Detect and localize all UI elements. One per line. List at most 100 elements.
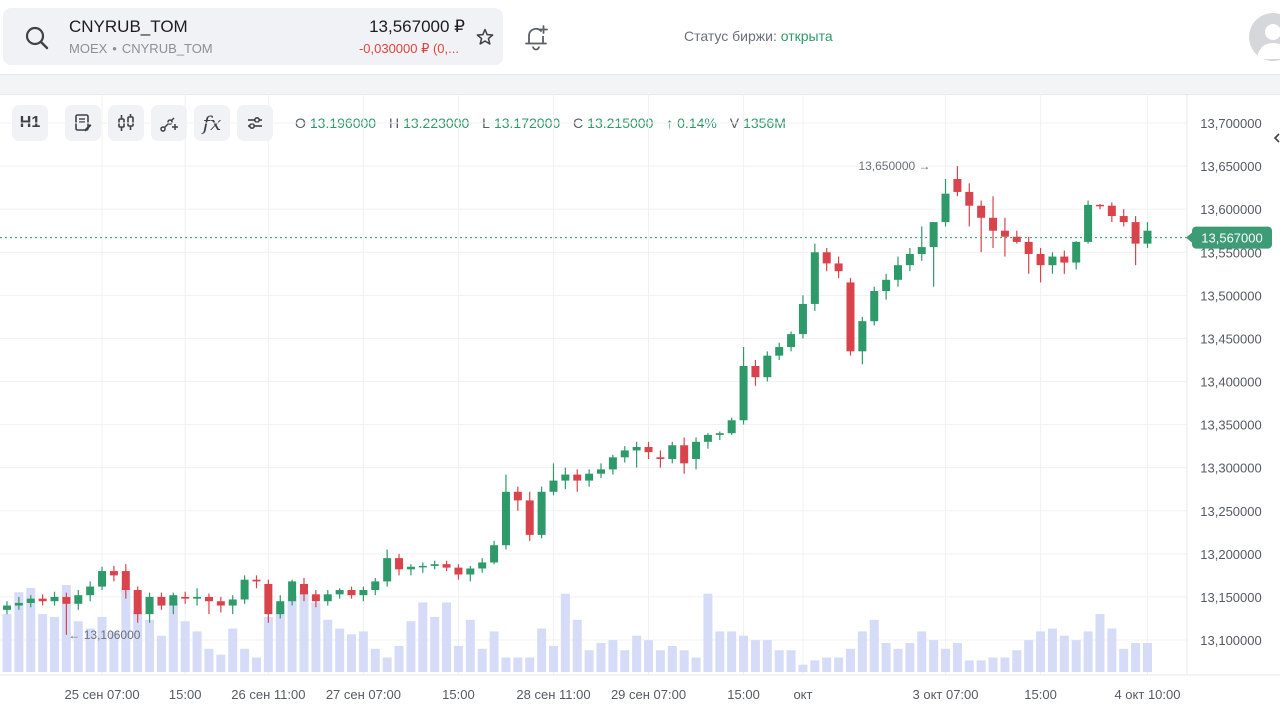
x-tick-label: 26 сен 11:00 xyxy=(231,687,305,702)
y-tick-label: 13,550000 xyxy=(1200,245,1261,260)
candle-body xyxy=(181,596,190,599)
current-price-badge xyxy=(1192,226,1272,249)
candle-body xyxy=(537,491,546,535)
exchange-status-label: Статус биржи: xyxy=(684,28,777,44)
volume-bar xyxy=(822,657,832,672)
volume-bar xyxy=(644,640,654,672)
candle-body xyxy=(371,581,380,591)
candle-body xyxy=(846,282,855,352)
candle-body xyxy=(525,500,534,535)
chevron-left-icon xyxy=(1273,133,1280,143)
candle-body xyxy=(573,474,582,481)
candle-body xyxy=(252,579,261,582)
volume-bar xyxy=(596,643,606,672)
volume-bar xyxy=(1142,643,1152,672)
current-price-label: 13,567000 xyxy=(1201,231,1262,246)
volume-bar xyxy=(941,648,951,672)
x-tick-label: окт xyxy=(793,687,812,702)
candle-body xyxy=(478,562,487,569)
candle-body xyxy=(1060,256,1069,263)
candle-body xyxy=(858,321,867,352)
candle-body xyxy=(204,596,213,602)
y-tick-label: 13,150000 xyxy=(1200,590,1261,605)
candle-body xyxy=(1000,230,1009,237)
candle-body xyxy=(454,567,463,575)
volume-bar xyxy=(251,657,261,672)
candle-body xyxy=(751,365,760,378)
candle-body xyxy=(989,217,998,231)
candle-body xyxy=(406,566,415,570)
volume-bar xyxy=(798,664,808,672)
volume-bar xyxy=(97,616,107,672)
candle-body xyxy=(300,583,308,595)
bell-plus-icon[interactable] xyxy=(521,22,551,52)
price-chart[interactable]: 13,100000 13,150000 13,200000 13,250000 13,3… xyxy=(0,94,1280,718)
volume-bar xyxy=(335,628,345,672)
candle-body xyxy=(264,583,273,615)
x-tick-label: 27 сен 07:00 xyxy=(326,687,401,702)
star-icon[interactable] xyxy=(475,27,495,47)
volume-bar xyxy=(762,640,772,672)
volume-bar xyxy=(109,631,119,672)
volume-bar xyxy=(156,635,166,672)
candle-body xyxy=(977,205,986,218)
volume-bar xyxy=(1107,628,1117,672)
volume-bar xyxy=(430,616,440,672)
volume-bar xyxy=(347,634,357,672)
volume-bar xyxy=(537,628,547,672)
volume-bar xyxy=(917,631,927,672)
volume-bar xyxy=(655,650,665,672)
volume-bar xyxy=(620,650,630,672)
candle-body xyxy=(62,596,71,604)
volume-bar xyxy=(774,650,784,672)
sliders-icon xyxy=(248,117,262,130)
candle-body xyxy=(74,595,83,604)
candle-body xyxy=(692,441,701,460)
candle-body xyxy=(1095,204,1104,207)
candle-body xyxy=(1119,216,1128,223)
candle-body xyxy=(644,446,653,453)
ticker-symbol: CNYRUB_TOM xyxy=(69,17,188,36)
candle-body xyxy=(834,263,843,272)
separator-dot: • xyxy=(112,41,117,56)
volume-bar xyxy=(287,595,297,672)
candle-body xyxy=(26,598,35,603)
candle-body xyxy=(585,473,594,481)
y-tick-label: 13,250000 xyxy=(1200,504,1261,519)
search-icon[interactable] xyxy=(23,24,51,52)
volume-bar xyxy=(845,648,855,672)
candle-body xyxy=(787,334,796,348)
candle-body xyxy=(882,279,891,292)
avatar[interactable] xyxy=(1249,13,1280,61)
exchange-name: MOEX xyxy=(69,41,108,56)
candle-body xyxy=(133,590,142,615)
candle-body xyxy=(276,601,285,615)
volume-bar xyxy=(275,605,285,672)
volume-bar xyxy=(929,640,939,672)
volume-bar xyxy=(548,645,558,672)
volume-bar xyxy=(560,593,570,672)
candle-body xyxy=(157,596,166,606)
ticker-sub-symbol: CNYRUB_TOM xyxy=(121,41,213,56)
candle-body xyxy=(14,602,23,606)
y-tick-label: 13,700000 xyxy=(1200,116,1261,131)
candle-body xyxy=(430,564,439,566)
candle-body xyxy=(1012,236,1021,242)
volume-bar xyxy=(1083,631,1093,672)
candle-body xyxy=(549,480,558,492)
volume-bar xyxy=(988,657,998,672)
ticker-selector[interactable]: CNYRUB_TOM MOEX • CNYRUB_TOM 13,567000 ₽ -… xyxy=(3,8,503,65)
candle-body xyxy=(169,595,178,606)
x-tick-label: 3 окт 07:00 xyxy=(913,687,979,702)
volume-bar xyxy=(727,631,737,672)
candle-body xyxy=(490,545,499,563)
candle-body xyxy=(145,596,154,615)
candle-body xyxy=(228,599,237,606)
volume-bar xyxy=(905,643,915,672)
y-tick-label: 13,650000 xyxy=(1200,159,1261,174)
candle-body xyxy=(501,491,510,546)
volume-bar xyxy=(893,648,903,672)
volume-bar xyxy=(168,602,178,672)
y-tick-label: 13,500000 xyxy=(1200,288,1261,303)
candle-body xyxy=(917,247,926,254)
